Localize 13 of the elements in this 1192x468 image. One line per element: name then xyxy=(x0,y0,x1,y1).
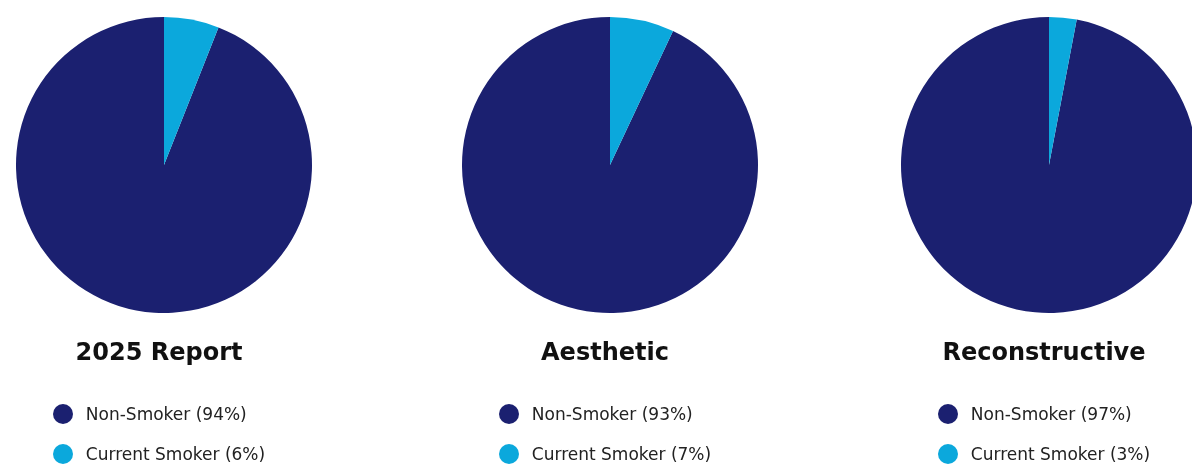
pie-slice xyxy=(164,17,219,165)
text: Reconstructive xyxy=(941,338,1147,368)
legend-label: Current Smoker (3%) xyxy=(970,444,1151,464)
legend-label: Current Smoker (6%) xyxy=(85,444,266,464)
pie-slice xyxy=(462,17,758,313)
legend-label: Current Smoker (7%) xyxy=(531,444,712,464)
pie-slice xyxy=(610,17,674,165)
legend-label: Non-Smoker (94%) xyxy=(85,404,247,424)
text: Aesthetic xyxy=(540,338,670,368)
pie-slice xyxy=(16,17,312,313)
text: 2025 Report xyxy=(74,338,244,368)
legend-label: Non-Smoker (97%) xyxy=(970,404,1132,424)
legend-label: Non-Smoker (93%) xyxy=(531,404,693,424)
